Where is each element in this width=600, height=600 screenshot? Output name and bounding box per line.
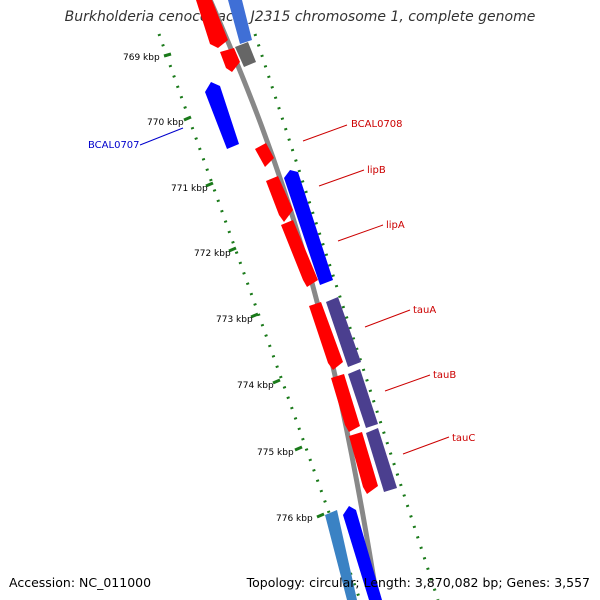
gene-lipb[interactable]	[266, 176, 293, 222]
scale-label-770: 770 kbp	[147, 118, 184, 128]
leader-lipa	[337, 224, 384, 242]
reverse-genes[interactable]	[205, 0, 397, 600]
leader-bcal0707	[139, 127, 184, 146]
gene-operon-1[interactable]	[326, 297, 361, 367]
gene-operon-3[interactable]	[366, 428, 397, 492]
gene-light-blue-bottom[interactable]	[325, 510, 357, 600]
major-tick-776	[316, 512, 325, 519]
label-bcal0707[interactable]: BCAL0707	[88, 140, 140, 151]
major-tick-771	[205, 181, 214, 188]
scale-labels: 769 kbp 770 kbp 771 kbp 772 kbp 773 kbp …	[123, 53, 313, 524]
gene-taua[interactable]	[309, 302, 343, 370]
major-ticks	[163, 52, 325, 519]
scale-label-769: 769 kbp	[123, 53, 160, 63]
scale-label-771: 771 kbp	[171, 184, 208, 194]
major-tick-774	[272, 378, 281, 385]
gene-bcal0708[interactable]	[255, 143, 274, 167]
major-tick-769	[163, 52, 172, 58]
label-taub[interactable]: tauB	[433, 370, 456, 381]
major-tick-772	[228, 246, 237, 253]
gene-small-red-top[interactable]	[220, 48, 240, 72]
scale-label-774: 774 kbp	[237, 381, 274, 391]
gene-blue-bottom[interactable]	[343, 506, 382, 600]
gene-lipa[interactable]	[281, 220, 318, 287]
leader-tauc	[402, 436, 450, 455]
major-tick-770	[183, 115, 192, 122]
gene-operon-2[interactable]	[348, 369, 378, 428]
label-lipb[interactable]: lipB	[367, 165, 386, 176]
gene-taub[interactable]	[331, 374, 360, 432]
gene-rna-grey[interactable]	[235, 42, 256, 67]
leader-bcal0708	[302, 124, 348, 142]
label-taua[interactable]: tauA	[413, 305, 436, 316]
scale-track	[157, 33, 440, 600]
scale-track-left	[157, 33, 362, 600]
major-tick-773	[250, 312, 259, 319]
scale-label-773: 773 kbp	[216, 315, 253, 325]
leader-taua	[364, 309, 411, 328]
scale-label-775: 775 kbp	[257, 448, 294, 458]
map-title: Burkholderia cenocepacia J2315 chromosom…	[64, 9, 536, 25]
scale-label-776: 776 kbp	[276, 514, 313, 524]
gene-partial-top-red[interactable]	[196, 0, 228, 48]
accession-label: Accession: NC_011000	[9, 575, 152, 590]
scale-track-right	[253, 33, 440, 600]
leader-lipb	[318, 169, 365, 187]
label-leaders	[139, 124, 450, 455]
label-lipa[interactable]: lipA	[386, 220, 405, 231]
label-tauc[interactable]: tauC	[452, 433, 475, 444]
gene-bcal0707[interactable]	[205, 82, 239, 149]
label-bcal0708[interactable]: BCAL0708	[351, 119, 403, 130]
leader-taub	[384, 374, 431, 392]
genome-summary: Topology: circular; Length: 3,870,082 bp…	[246, 575, 590, 590]
scale-label-772: 772 kbp	[194, 249, 231, 259]
forward-genes[interactable]	[196, 0, 378, 600]
gene-tauc[interactable]	[349, 432, 378, 494]
gene-reverse-blue-long[interactable]	[284, 170, 333, 285]
gene-partial-top-blue[interactable]	[228, 0, 252, 44]
major-tick-775	[294, 445, 303, 452]
gene-labels: BCAL0708 lipB lipA tauA tauB tauC BCAL07…	[88, 119, 475, 444]
